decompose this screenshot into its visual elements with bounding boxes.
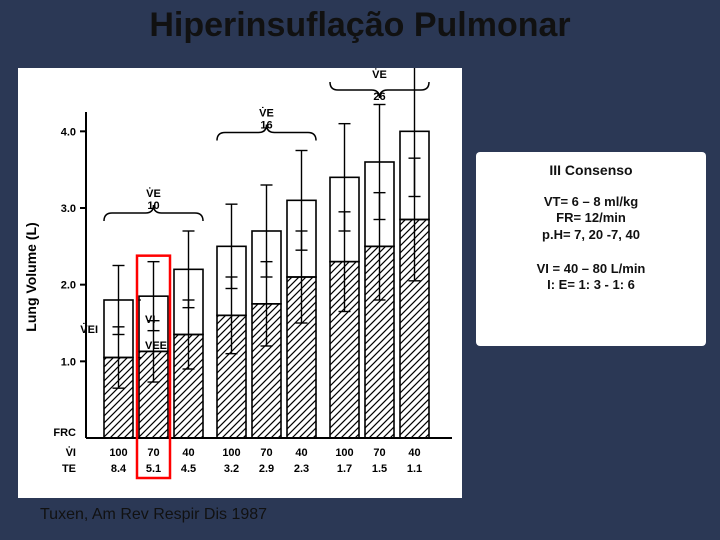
svg-text:100: 100 — [222, 447, 240, 459]
title-text: Hiperinsuflação Pulmonar — [149, 6, 570, 44]
svg-text:1.7: 1.7 — [337, 463, 352, 475]
svg-text:V̇EI: V̇EI — [80, 323, 98, 336]
svg-text:8.4: 8.4 — [111, 463, 127, 475]
lung-volume-chart: 1.02.03.04.0Lung Volume (L)FRCV̇E10V̇E16… — [18, 68, 462, 498]
citation: Tuxen, Am Rev Respir Dis 1987 — [40, 506, 267, 524]
svg-text:V̇I: V̇I — [66, 446, 76, 459]
svg-text:40: 40 — [408, 447, 420, 459]
svg-text:2.9: 2.9 — [259, 463, 274, 475]
svg-text:26: 26 — [373, 91, 385, 103]
svg-text:FRC: FRC — [53, 427, 76, 439]
svg-text:100: 100 — [335, 447, 353, 459]
ph-line: p.H= 7, 20 -7, 40 — [484, 227, 698, 243]
svg-text:V̇E: V̇E — [259, 107, 274, 120]
page-title: Hiperinsuflação Pulmonar — [0, 6, 720, 45]
svg-text:1.1: 1.1 — [407, 463, 422, 475]
svg-text:1.0: 1.0 — [61, 356, 76, 368]
consensus-block-2: VI = 40 – 80 L/min I: E= 1: 3 - 1: 6 — [484, 261, 698, 294]
svg-text:2.3: 2.3 — [294, 463, 309, 475]
svg-text:70: 70 — [373, 447, 385, 459]
svg-text:4.5: 4.5 — [181, 463, 196, 475]
svg-text:70: 70 — [147, 447, 159, 459]
svg-text:16: 16 — [260, 120, 272, 132]
svg-text:VEE: VEE — [145, 340, 167, 352]
svg-text:10: 10 — [147, 200, 159, 212]
citation-text: Tuxen, Am Rev Respir Dis 1987 — [40, 506, 267, 523]
svg-text:V̇E: V̇E — [146, 187, 161, 200]
vi-line: VI = 40 – 80 L/min — [484, 261, 698, 277]
svg-text:1.5: 1.5 — [372, 463, 387, 475]
svg-text:40: 40 — [295, 447, 307, 459]
svg-text:40: 40 — [182, 447, 194, 459]
svg-text:V̇E: V̇E — [372, 68, 387, 81]
svg-text:Lung Volume (L): Lung Volume (L) — [23, 222, 39, 331]
svg-text:3.2: 3.2 — [224, 463, 239, 475]
ie-line: I: E= 1: 3 - 1: 6 — [484, 277, 698, 293]
svg-text:70: 70 — [260, 447, 272, 459]
chart-panel: 1.02.03.04.0Lung Volume (L)FRCV̇E10V̇E16… — [18, 68, 462, 498]
vt-line: VT= 6 – 8 ml/kg — [484, 194, 698, 210]
svg-text:TE: TE — [62, 463, 76, 475]
svg-text:100: 100 — [109, 447, 127, 459]
consensus-block-1: VT= 6 – 8 ml/kg FR= 12/min p.H= 7, 20 -7… — [484, 194, 698, 243]
consensus-box: III Consenso VT= 6 – 8 ml/kg FR= 12/min … — [476, 152, 706, 346]
svg-text:3.0: 3.0 — [61, 203, 76, 215]
svg-text:2.0: 2.0 — [61, 280, 76, 292]
consensus-header: III Consenso — [484, 162, 698, 178]
svg-text:5.1: 5.1 — [146, 463, 161, 475]
svg-text:4.0: 4.0 — [61, 126, 76, 138]
svg-text:VI: VI — [145, 314, 155, 326]
fr-line: FR= 12/min — [484, 210, 698, 226]
